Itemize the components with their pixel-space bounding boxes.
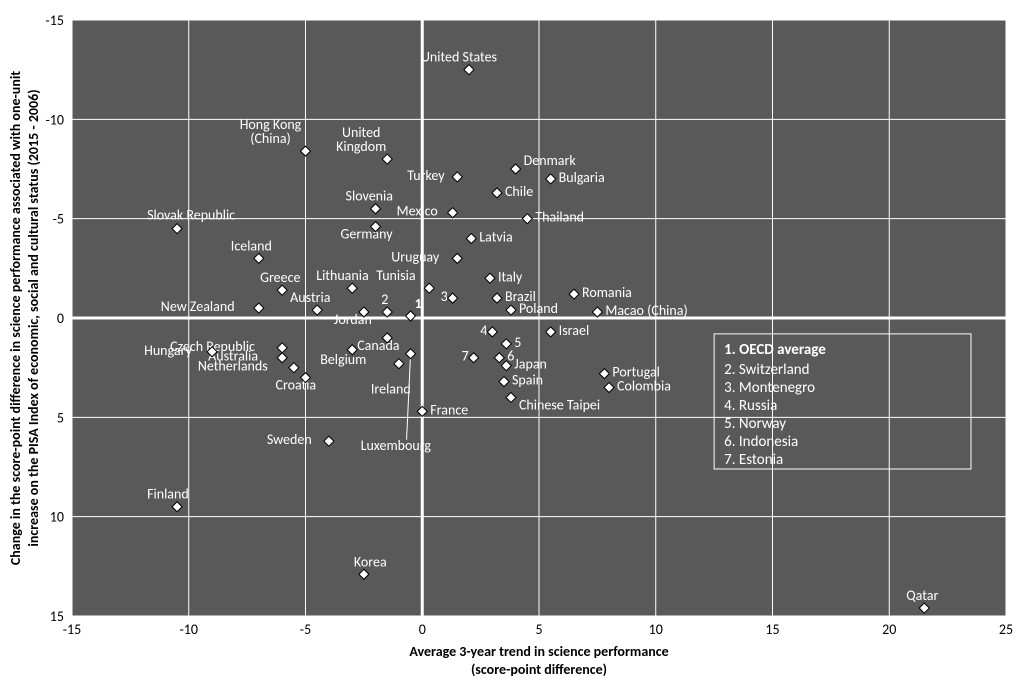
svg-text:Thailand: Thailand xyxy=(535,209,584,226)
legend-title: 1. OECD average xyxy=(724,341,826,359)
svg-text:Tunisia: Tunisia xyxy=(376,267,415,284)
svg-text:15: 15 xyxy=(50,608,64,625)
legend-item: 3. Montenegro xyxy=(724,379,815,397)
svg-text:3: 3 xyxy=(441,288,448,305)
scatter-chart: -15-10-50510152025-15-10-5051015Average … xyxy=(0,0,1024,687)
svg-text:Japan: Japan xyxy=(514,356,547,373)
svg-text:-5: -5 xyxy=(53,211,64,228)
legend-item: 4. Russia xyxy=(724,397,777,415)
svg-text:Uruguay: Uruguay xyxy=(391,248,440,265)
x-axis-label: Average 3-year trend in science performa… xyxy=(409,643,668,660)
svg-text:Germany: Germany xyxy=(341,226,394,243)
svg-text:Finland: Finland xyxy=(147,486,189,503)
svg-text:Macao (China): Macao (China) xyxy=(605,302,687,319)
svg-text:Romania: Romania xyxy=(582,284,632,301)
svg-text:Belgium: Belgium xyxy=(320,351,366,368)
svg-text:Netherlands: Netherlands xyxy=(198,358,268,375)
svg-text:5: 5 xyxy=(57,409,64,426)
svg-text:Hungary: Hungary xyxy=(144,342,192,359)
svg-text:France: France xyxy=(430,401,468,418)
legend-item: 2. Switzerland xyxy=(724,361,809,379)
svg-text:Poland: Poland xyxy=(519,300,558,317)
svg-text:(score-point difference): (score-point difference) xyxy=(471,661,607,678)
legend-item: 6. Indonesia xyxy=(724,433,798,451)
svg-text:5: 5 xyxy=(535,621,542,638)
svg-text:10: 10 xyxy=(649,621,663,638)
svg-text:Turkey: Turkey xyxy=(407,167,445,184)
svg-text:New Zealand: New Zealand xyxy=(161,298,235,315)
legend-item: 7. Estonia xyxy=(724,451,783,469)
svg-text:1: 1 xyxy=(415,295,422,312)
svg-text:Chile: Chile xyxy=(505,183,533,200)
svg-text:Chinese Taipei: Chinese Taipei xyxy=(519,396,600,413)
svg-text:Iceland: Iceland xyxy=(231,237,272,254)
svg-text:5: 5 xyxy=(514,334,521,351)
svg-text:Lithuania: Lithuania xyxy=(316,267,368,284)
svg-text:20: 20 xyxy=(882,621,896,638)
svg-text:Qatar: Qatar xyxy=(906,587,938,604)
svg-text:Latvia: Latvia xyxy=(479,229,512,246)
svg-text:2: 2 xyxy=(381,291,388,308)
svg-text:Slovak Republic: Slovak Republic xyxy=(147,207,235,224)
svg-text:7: 7 xyxy=(462,348,469,365)
svg-text:(China): (China) xyxy=(250,130,291,147)
legend-item: 5. Norway xyxy=(724,415,786,433)
svg-text:-10: -10 xyxy=(46,111,64,128)
svg-text:Sweden: Sweden xyxy=(267,431,312,448)
svg-text:25: 25 xyxy=(999,621,1013,638)
svg-text:United States: United States xyxy=(421,49,497,66)
svg-text:Israel: Israel xyxy=(559,322,589,339)
svg-text:Ireland: Ireland xyxy=(371,381,411,398)
svg-text:Colombia: Colombia xyxy=(617,378,671,395)
svg-text:Luxembourg: Luxembourg xyxy=(361,437,432,454)
svg-text:Greece: Greece xyxy=(260,269,300,286)
svg-text:Italy: Italy xyxy=(498,268,523,285)
svg-text:15: 15 xyxy=(765,621,779,638)
svg-text:4: 4 xyxy=(480,322,487,339)
svg-text:Denmark: Denmark xyxy=(524,152,577,169)
svg-text:Bulgaria: Bulgaria xyxy=(559,169,605,186)
svg-text:-15: -15 xyxy=(63,621,81,638)
svg-text:increase on the PISA Index of: increase on the PISA Index of economic, … xyxy=(25,89,42,546)
y-axis-label: Change in the score-point difference in … xyxy=(7,71,24,565)
chart-svg: -15-10-50510152025-15-10-5051015Average … xyxy=(0,0,1024,687)
svg-text:Korea: Korea xyxy=(354,553,387,570)
svg-text:0: 0 xyxy=(57,310,64,327)
svg-text:Slovenia: Slovenia xyxy=(346,188,393,205)
svg-text:Mexico: Mexico xyxy=(397,203,438,220)
svg-text:Croatia: Croatia xyxy=(276,377,317,394)
svg-text:-10: -10 xyxy=(180,621,198,638)
svg-text:-5: -5 xyxy=(300,621,311,638)
svg-text:Kingdom: Kingdom xyxy=(336,138,386,155)
svg-text:Spain: Spain xyxy=(512,372,543,389)
svg-text:-15: -15 xyxy=(46,12,64,29)
svg-text:Austria: Austria xyxy=(290,289,330,306)
svg-text:0: 0 xyxy=(419,621,426,638)
svg-text:10: 10 xyxy=(50,509,64,526)
